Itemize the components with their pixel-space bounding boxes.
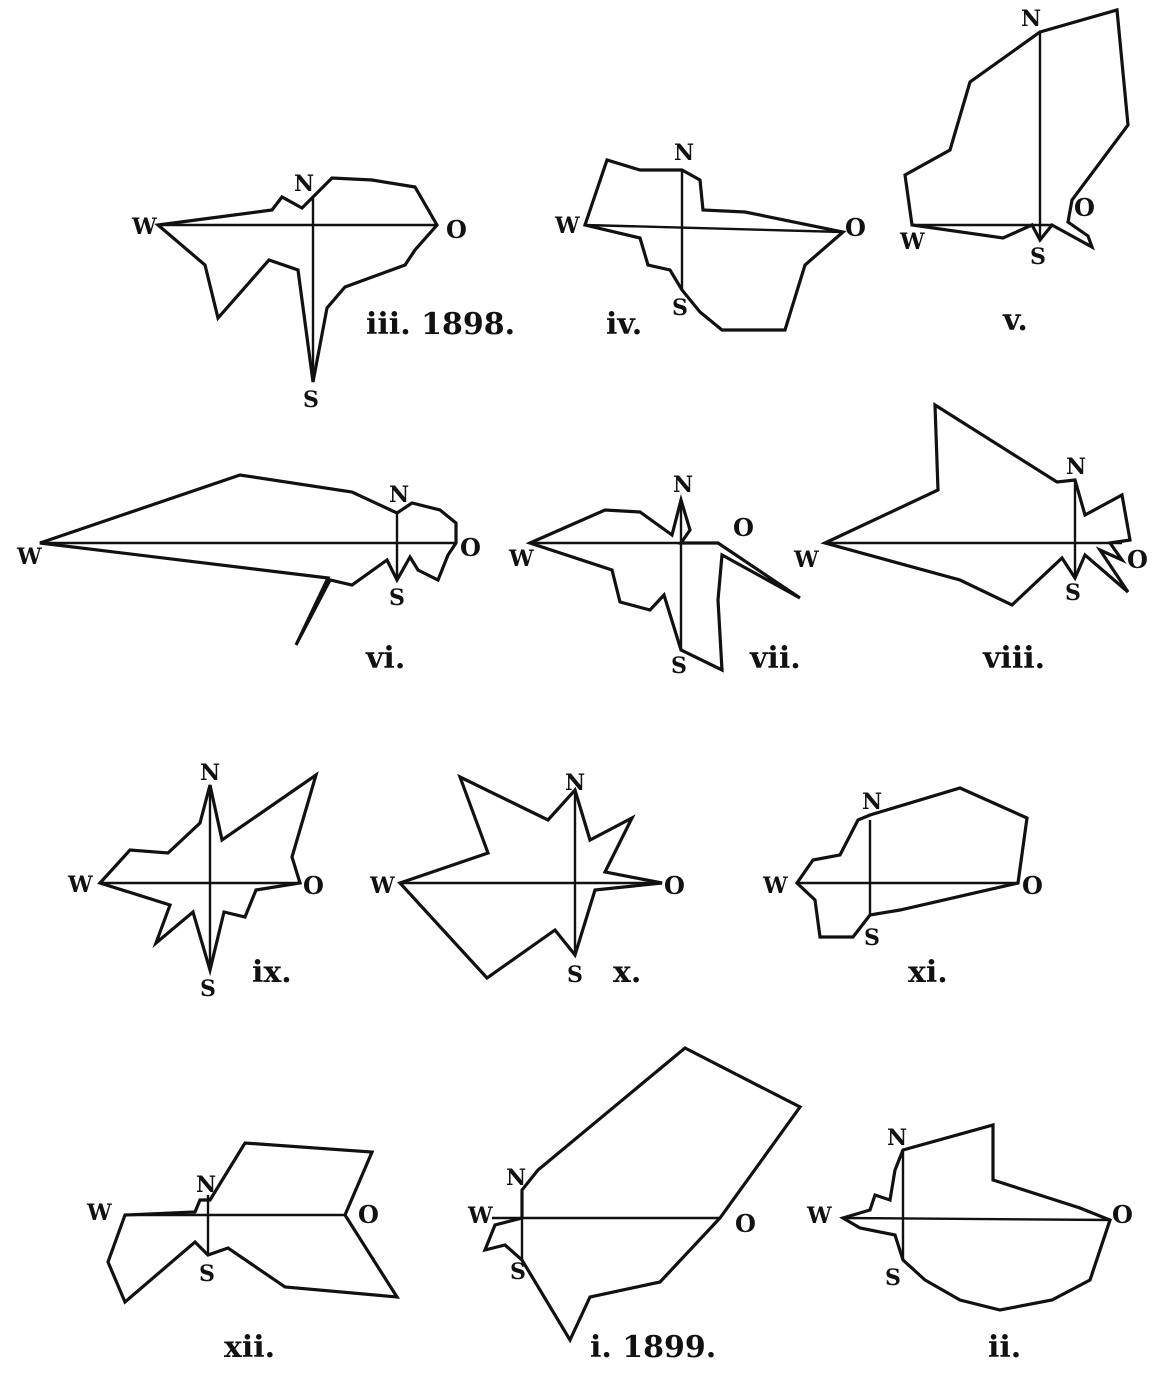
label-east: O [460,533,481,562]
label-west: W [762,873,788,899]
label-east: O [664,871,685,900]
label-west: W [793,547,819,573]
label-north: N [674,140,694,166]
label-west: W [369,873,395,899]
caption-ii: ii. [988,1330,1021,1365]
wind-rose-outline [97,771,319,977]
label-east: O [1112,1200,1133,1229]
caption-vii: vii. [749,641,801,676]
caption-v: v. [1002,303,1028,338]
label-west: W [554,213,580,239]
label-north: N [200,760,220,786]
wind-rose-vii: W N O S vii. [508,472,801,679]
wind-rose-viii: W N O S viii. [793,402,1148,676]
wind-rose-outline [839,1122,1112,1312]
wind-rose-ix: W N O S ix. [67,760,324,1002]
caption-x: x. [613,955,641,990]
wind-rose-outline [39,473,458,646]
axis-west-east [842,1216,1111,1222]
label-north: N [506,1165,526,1191]
wind-rose-vi: W N O S vi. [16,473,481,676]
label-east: O [845,213,866,242]
caption-xii: xii. [224,1330,275,1365]
label-east: O [1127,545,1148,574]
label-west: W [86,1200,112,1226]
label-south: S [199,1261,215,1287]
caption-ix: ix. [252,955,292,990]
label-west: W [131,214,157,240]
label-east: O [303,871,324,900]
label-north: N [196,1172,216,1198]
wind-rose-outline [820,402,1132,607]
label-south: S [671,653,687,679]
label-north: N [862,789,882,815]
label-west: W [467,1203,493,1229]
label-north: N [887,1125,907,1151]
label-south: S [303,387,319,413]
label-west: W [899,229,925,255]
label-north: N [1066,454,1086,480]
wind-rose-v: W N O S v. [899,6,1130,338]
label-north: N [673,472,693,498]
label-east: O [1022,871,1043,900]
label-south: S [1030,244,1046,270]
wind-rose-i: W N O S i. 1899. [467,1046,803,1365]
wind-rose-outline [154,176,439,383]
wind-rose-iii: W N O S iii. 1898. [131,171,515,413]
label-west: W [16,544,42,570]
label-south: S [672,295,688,321]
caption-i: i. 1899. [590,1330,716,1365]
caption-vi: vi. [365,641,405,676]
caption-viii: viii. [982,641,1045,676]
wind-rose-x: W N O S x. [369,770,685,990]
wind-rose-outline [794,786,1029,939]
label-north: N [294,171,314,197]
wind-rose-outline [903,7,1130,251]
wind-rose-outline [397,773,663,981]
wind-rose-xii: W N O S xii. [86,1141,401,1365]
label-south: S [864,925,880,951]
label-south: S [200,976,216,1002]
wind-rose-outline [582,158,847,332]
label-south: S [885,1265,901,1291]
label-west: W [67,872,93,898]
label-south: S [1065,580,1081,606]
wind-rose-ii: W N O S ii. [806,1122,1133,1365]
label-east: O [735,1209,756,1238]
label-south: S [567,962,583,988]
wind-rose-outline [525,494,801,673]
wind-rose-iv: W N O S iv. [554,140,866,342]
label-west: W [508,546,534,572]
label-east: O [358,1200,379,1229]
wind-rose-outline [106,1141,401,1305]
caption-xi: xi. [908,955,948,990]
label-north: N [565,770,585,796]
label-west: W [806,1203,832,1229]
label-north: N [1021,6,1041,32]
axis-west-east [584,223,844,234]
label-east: O [733,513,754,542]
label-south: S [510,1259,526,1285]
label-east: O [1074,193,1095,222]
caption-iv: iv. [606,307,642,342]
label-north: N [389,482,409,508]
label-east: O [446,215,467,244]
label-south: S [389,585,405,611]
caption-iii: iii. 1898. [366,307,515,342]
wind-rose-outline [482,1046,803,1344]
wind-rose-xi: W N O S xi. [762,786,1043,990]
